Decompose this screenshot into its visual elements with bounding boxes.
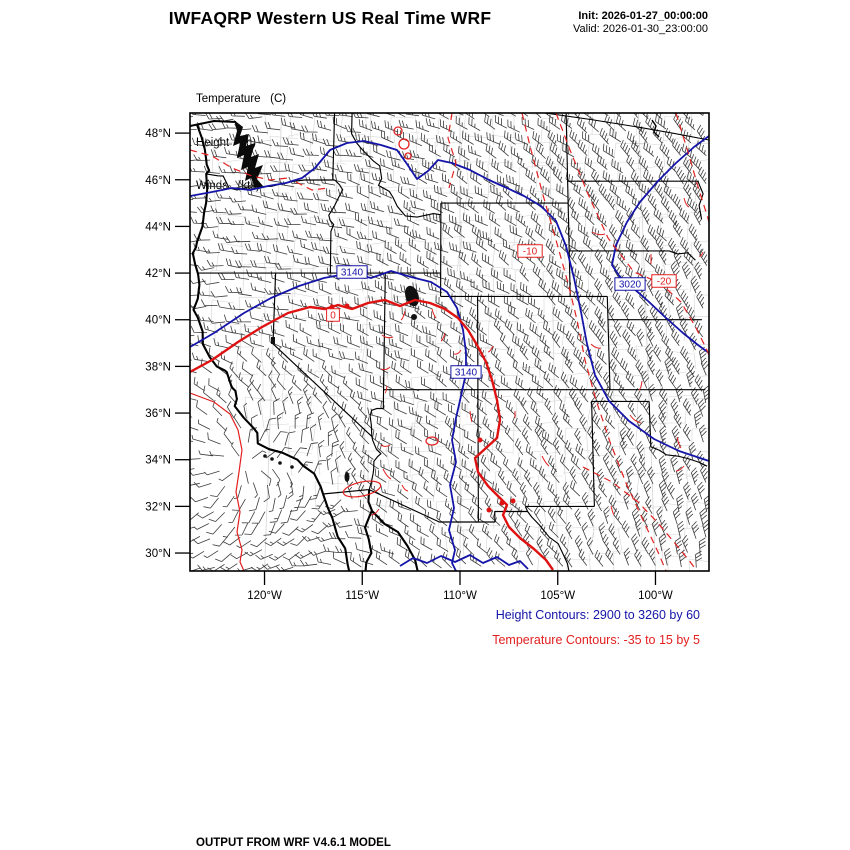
temperature-contour-legend: Temperature Contours: -35 to 15 by 5 <box>492 633 700 647</box>
temperature-blob <box>499 500 505 506</box>
channel-island <box>263 454 267 458</box>
devils-lake <box>651 119 660 138</box>
temperature-loop <box>393 126 403 136</box>
run-info: Init: 2026-01-27_00:00:00 Valid: 2026-01… <box>573 10 708 36</box>
temperature-blob <box>477 437 483 443</box>
contour-label-box <box>336 265 368 279</box>
model-footer: OUTPUT FROM WRF V4.6.1 MODEL WE = 310 ; … <box>196 806 665 850</box>
temperature-loop <box>404 152 412 160</box>
contour-label-text: 3140 <box>455 368 478 379</box>
contour-label-box <box>614 277 646 291</box>
contour-label-text: 3020 <box>619 280 642 291</box>
canada-border <box>544 113 709 141</box>
temperature-zero-contour <box>190 298 554 571</box>
axis-layer: 48°N 46°N 44°N 42°N 40°N 38°N 36°N 34°N 32°N 30°N… <box>145 128 673 602</box>
temperature-contour-solid <box>190 392 245 571</box>
contour-label-text: 0 <box>330 311 336 322</box>
init-time: Init: 2026-01-27_00:00:00 <box>578 10 708 22</box>
temperature-loop <box>425 436 439 446</box>
contour-label-text: -20 <box>657 277 672 288</box>
field-temperature: Temperature (C) <box>196 93 287 105</box>
channel-island <box>278 461 282 465</box>
county-lines-layer <box>208 113 709 571</box>
temperature-loop <box>398 138 410 150</box>
utah-lake <box>411 314 417 320</box>
lat-tick-label: 34°N <box>145 455 171 467</box>
contour-label-text: 3140 <box>341 268 364 279</box>
lat-tick-label: 32°N <box>145 501 171 513</box>
lat-tick-label: 44°N <box>145 221 171 233</box>
lat-tick-label: 30°N <box>145 548 171 560</box>
lat-tick-label: 40°N <box>145 315 171 327</box>
page-title: IWFAQRP Western US Real Time WRF <box>168 8 492 28</box>
contour-label-text: -10 <box>523 247 538 258</box>
height-contour-layer <box>190 135 709 571</box>
temperature-blob <box>486 507 492 513</box>
lon-tick-label: 115°W <box>345 590 379 602</box>
channel-island <box>270 457 274 461</box>
puget-sound <box>233 120 263 188</box>
temperature-loop <box>342 480 382 498</box>
lon-tick-label: 105°W <box>540 590 575 602</box>
contour-label-box <box>326 308 340 322</box>
temperature-contour-dashed-layer <box>190 113 709 571</box>
footer-model-line: OUTPUT FROM WRF V4.6.1 MODEL <box>196 837 391 849</box>
lat-tick-label: 36°N <box>145 408 171 420</box>
map-canvas <box>190 113 709 571</box>
temperature-blob <box>344 303 350 309</box>
lat-tick-label: 46°N <box>145 175 171 187</box>
contour-label-box <box>450 365 482 379</box>
lat-tick-label: 42°N <box>145 268 171 280</box>
contour-label-box <box>651 274 677 288</box>
height-contour-legend: Height Contours: 2900 to 3260 by 60 <box>495 608 700 622</box>
strait-coast <box>190 119 237 127</box>
lon-tick-label: 120°W <box>247 590 282 602</box>
salton-sea <box>344 472 350 482</box>
temperature-blob <box>510 498 516 504</box>
lon-tick-label: 110°W <box>443 590 477 602</box>
lat-tick-label: 38°N <box>145 361 171 373</box>
valid-time: Valid: 2026-01-30_23:00:00 <box>573 23 708 35</box>
channel-island <box>290 465 294 469</box>
lat-tick-label: 48°N <box>145 128 171 140</box>
contour-label-box <box>517 244 543 258</box>
lake-tahoe <box>271 337 275 344</box>
map-frame <box>189 112 710 572</box>
state-border-layer <box>198 113 708 571</box>
lon-tick-label: 100°W <box>638 590 673 602</box>
contour-label-layer: 3140 3140 3020 -20 -10 0 <box>326 244 677 379</box>
